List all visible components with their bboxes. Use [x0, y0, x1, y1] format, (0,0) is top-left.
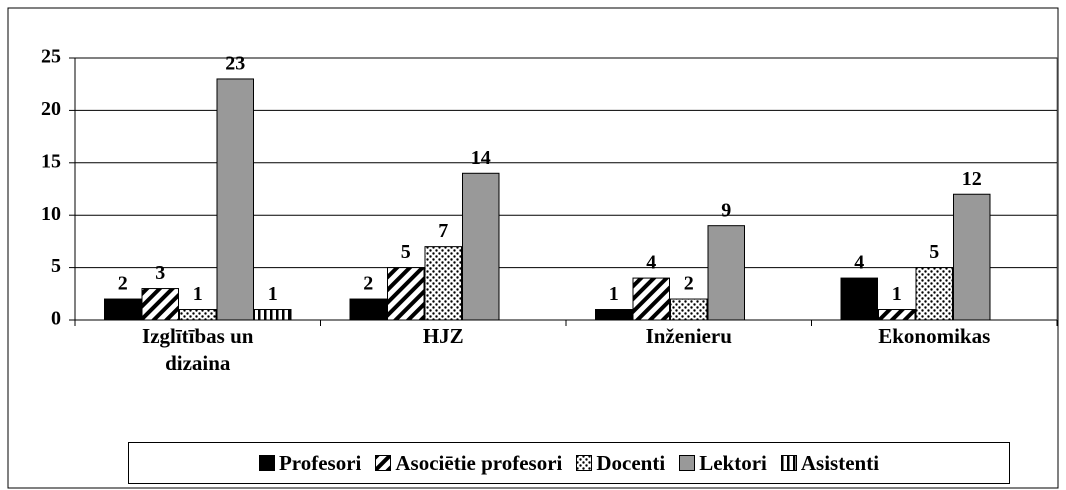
data-label: 1	[268, 283, 278, 305]
data-label: 14	[471, 147, 491, 169]
legend-label: Lektori	[699, 450, 767, 475]
bar	[462, 172, 500, 321]
bar	[179, 309, 217, 321]
bar	[670, 298, 708, 321]
bar	[915, 267, 953, 321]
bar	[104, 298, 142, 321]
legend-swatch-box	[576, 455, 593, 471]
bar	[387, 267, 425, 321]
legend-swatch	[258, 455, 275, 471]
data-label: 4	[854, 252, 864, 274]
bar	[349, 298, 387, 321]
legend-label: Asociētie profesori	[395, 450, 563, 475]
bar	[878, 309, 916, 321]
bar	[595, 309, 633, 321]
legend-item: Asociētie profesori	[375, 451, 562, 476]
data-label: 4	[646, 252, 656, 274]
x-tick-label: Ekonomikas	[878, 324, 991, 348]
bar	[141, 288, 179, 321]
data-label: 1	[193, 283, 203, 305]
data-label: 12	[962, 168, 982, 190]
data-label: 1	[892, 283, 902, 305]
legend-item: Lektori	[679, 451, 767, 476]
legend-swatch-box	[375, 455, 392, 471]
data-label: 2	[118, 273, 128, 295]
legend-item: Docenti	[576, 451, 665, 476]
data-label: 2	[363, 273, 373, 295]
legend-swatch-box	[780, 455, 797, 471]
legend-swatch	[780, 455, 797, 471]
data-label: 5	[401, 241, 411, 263]
legend-swatch-box	[258, 455, 275, 471]
bar	[254, 309, 292, 321]
chart-frame	[7, 7, 1059, 489]
y-tick-label: 25	[41, 46, 61, 68]
bar	[424, 246, 462, 321]
data-label: 3	[155, 262, 165, 284]
legend-swatch	[576, 455, 593, 471]
x-tick-label: HJZ	[422, 324, 464, 348]
x-tick-label: Inženieru	[645, 324, 732, 348]
legend: Profesori Asociētie profesori Docenti Lekto…	[128, 442, 1010, 484]
legend-label: Profesori	[278, 450, 362, 475]
legend-item: Profesori	[258, 450, 362, 476]
bar	[840, 277, 878, 321]
legend-label: Asistenti	[800, 450, 880, 475]
bar	[216, 78, 254, 321]
legend-item: Asistenti	[780, 450, 880, 476]
legend-swatch	[679, 455, 696, 471]
legend-swatch	[375, 455, 392, 471]
y-tick-label: 15	[41, 150, 61, 172]
data-label: 23	[225, 53, 245, 75]
data-label: 1	[609, 283, 619, 305]
data-label: 2	[684, 273, 694, 295]
y-tick-label: 0	[51, 308, 61, 330]
bar	[953, 193, 991, 321]
data-label: 9	[721, 199, 731, 221]
bar	[707, 225, 745, 321]
data-label: 7	[438, 220, 448, 242]
x-tick-label: Izglītības un dizaina	[142, 324, 254, 375]
legend-label: Docenti	[596, 450, 666, 475]
y-tick-label: 5	[51, 255, 61, 277]
y-tick-label: 10	[41, 203, 61, 225]
bar	[632, 277, 670, 321]
y-tick-label: 20	[41, 98, 61, 120]
legend-swatch-box	[679, 455, 696, 471]
data-label: 5	[929, 241, 939, 263]
